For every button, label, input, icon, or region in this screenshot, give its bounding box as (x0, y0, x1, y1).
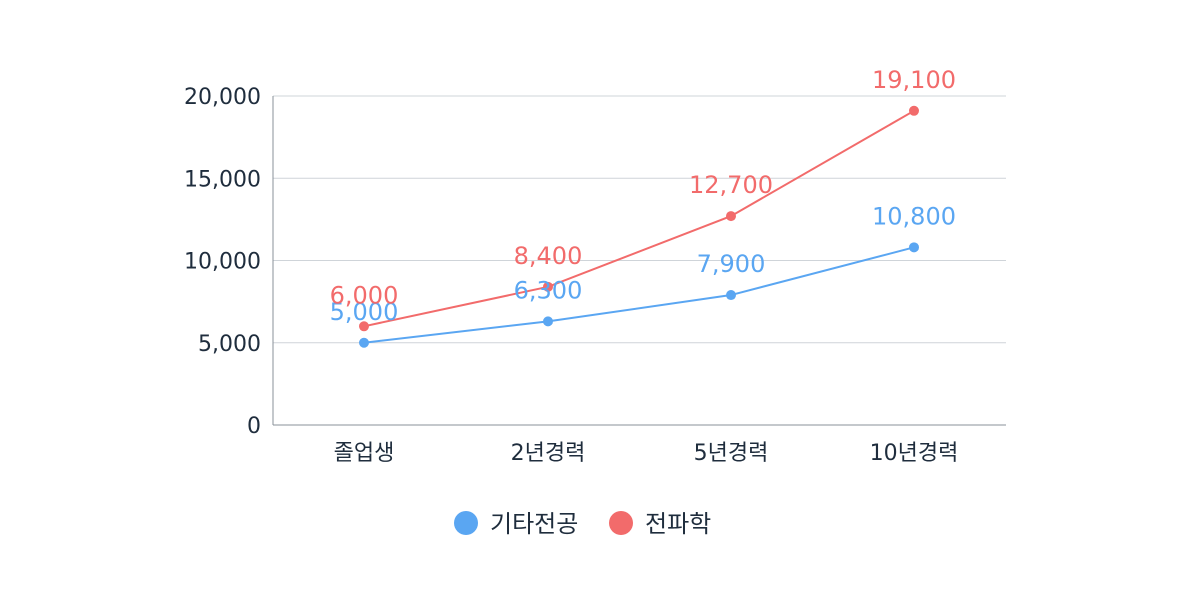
data-label: 8,400 (514, 242, 583, 270)
data-point (543, 281, 553, 292)
y-tick-label: 20,000 (184, 85, 261, 110)
data-label: 19,100 (872, 66, 956, 94)
axis-layer: 0 5,000 10,000 15,000 20,000 졸업생 2년경력 5년경력 10년경력 (184, 85, 1006, 466)
data-label: 6,300 (514, 276, 583, 304)
x-tick-label: 10년경력 (870, 441, 959, 466)
series-line (363, 109, 915, 328)
legend-swatch (454, 511, 478, 535)
y-tick-label: 5,000 (198, 332, 261, 357)
series-line (363, 246, 915, 344)
legend-swatch (609, 511, 633, 535)
y-tick-label: 15,000 (184, 167, 261, 192)
data-point (359, 337, 369, 348)
x-tick-label: 2년경력 (511, 441, 586, 466)
y-tick-label: 10,000 (184, 250, 261, 275)
data-label-layer: 5,000 6,300 7,900 10,800 6,000 8,400 12,700 19,… (330, 66, 956, 326)
legend-label: 전파학 (645, 510, 711, 538)
y-tick-label: 0 (247, 414, 261, 439)
data-label: 7,900 (697, 250, 766, 278)
data-point (726, 211, 736, 222)
legend: 기타전공 전파학 (454, 510, 711, 538)
data-label: 12,700 (689, 171, 773, 199)
data-label: 10,800 (872, 202, 956, 230)
data-point (909, 105, 919, 116)
data-point (359, 321, 369, 332)
grid-layer (273, 95, 1006, 344)
x-tick-label: 5년경력 (694, 441, 769, 466)
data-point (909, 242, 919, 253)
legend-label: 기타전공 (490, 510, 578, 538)
series-layer (359, 105, 919, 348)
data-point (726, 290, 736, 301)
x-tick-label: 졸업생 (334, 441, 395, 466)
data-label: 5,000 (330, 298, 399, 326)
data-label: 6,000 (330, 281, 399, 309)
data-point (543, 316, 553, 327)
